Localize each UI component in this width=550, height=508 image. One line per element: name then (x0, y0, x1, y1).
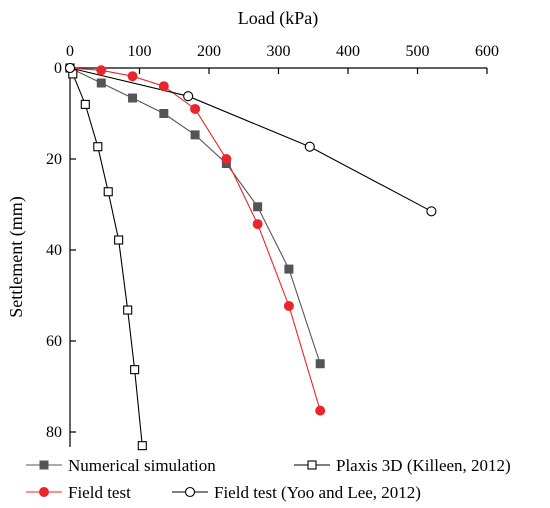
data-point (158, 81, 169, 92)
series-markers (64, 62, 437, 451)
data-point (284, 264, 294, 274)
x-tick-label: 300 (267, 43, 291, 60)
data-point (96, 65, 107, 76)
y-tick-label: 0 (54, 60, 62, 77)
x-axis-title: Load (kPa) (238, 8, 318, 29)
data-point (304, 141, 315, 152)
data-point (183, 91, 194, 102)
y-tick-label: 40 (46, 242, 62, 259)
legend: Numerical simulation Plaxis 3D (Killeen, … (26, 456, 511, 502)
y-tick-label: 20 (46, 151, 62, 168)
data-point (114, 235, 124, 245)
legend-marker (39, 460, 49, 470)
legend-item: Numerical simulation (26, 456, 216, 475)
y-axis-title: Settlement (mm) (6, 196, 27, 317)
data-point (64, 62, 76, 74)
data-point (253, 202, 263, 212)
data-point (137, 441, 147, 451)
series-lines (69, 67, 432, 446)
legend-label: Field test (68, 483, 131, 502)
data-point (130, 365, 140, 375)
data-point (127, 71, 138, 82)
x-tick-label: 600 (475, 43, 499, 60)
x-tick-label: 100 (128, 43, 152, 60)
x-ticks: 0 100 200 300 400 500 600 (66, 43, 499, 74)
data-point (128, 93, 138, 103)
data-point (123, 305, 133, 315)
legend-marker (307, 460, 317, 470)
series-line (69, 67, 321, 411)
data-point (426, 206, 437, 217)
legend-item: Field test (Yoo and Lee, 2012) (172, 483, 421, 502)
legend-marker (39, 487, 49, 497)
plot-area (69, 67, 487, 447)
x-tick-label: 500 (406, 43, 430, 60)
series-line (69, 67, 143, 446)
y-tick-label: 60 (46, 333, 62, 350)
data-point (252, 219, 263, 230)
legend-item: Field test (26, 483, 131, 502)
data-point (190, 130, 200, 140)
data-point (315, 405, 326, 416)
legend-marker (184, 486, 196, 498)
data-point (283, 300, 294, 311)
x-tick-label: 0 (66, 43, 74, 60)
series-line (69, 67, 432, 212)
data-point (93, 142, 103, 152)
legend-label: Plaxis 3D (Killeen, 2012) (336, 456, 511, 475)
data-point (190, 103, 201, 114)
data-point (159, 109, 169, 118)
data-point (96, 78, 106, 88)
data-point (315, 359, 325, 369)
y-tick-label: 80 (46, 424, 62, 441)
x-tick-label: 200 (197, 43, 221, 60)
data-point (103, 187, 113, 197)
legend-label: Field test (Yoo and Lee, 2012) (214, 483, 421, 502)
data-point (80, 99, 90, 109)
legend-label: Numerical simulation (68, 456, 216, 475)
x-tick-label: 400 (336, 43, 360, 60)
legend-item: Plaxis 3D (Killeen, 2012) (294, 456, 511, 475)
y-ticks: 0 20 40 60 80 (46, 60, 76, 441)
data-point (221, 154, 232, 164)
